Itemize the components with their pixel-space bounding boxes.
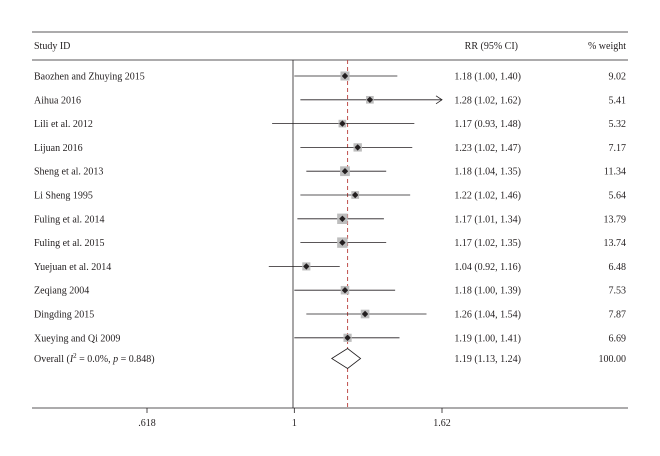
ci-text: 1.17 (1.02, 1.35) (454, 238, 521, 249)
point-estimate-marker (339, 215, 346, 222)
point-estimate-marker (361, 310, 369, 318)
study-label: Lijuan 2016 (34, 143, 83, 154)
weight-text: 7.53 (609, 286, 627, 297)
x-tick-label: 1 (292, 418, 297, 429)
header-study-id: Study ID (34, 41, 70, 52)
ci-text: 1.17 (0.93, 1.48) (454, 119, 521, 130)
overall-ci-text: 1.19 (1.13, 1.24) (454, 354, 521, 365)
study-row: Sheng et al. 2013 1.18 (1.04, 1.35) 11.34 (34, 166, 626, 178)
overall-weight: 100.00 (599, 354, 627, 365)
overall-row: Overall (I2 = 0.0%, p = 0.848) 1.19 (1.1… (34, 348, 627, 369)
header-rr-ci: RR (95% CI) (465, 41, 518, 52)
study-row: Lijuan 2016 1.23 (1.02, 1.47) 7.17 (34, 143, 626, 154)
study-row: Fuling et al. 2014 1.17 (1.01, 1.34) 13.79 (34, 213, 627, 225)
ci-text: 1.19 (1.00, 1.41) (454, 333, 521, 344)
study-row: Dingding 2015 1.26 (1.04, 1.54) 7.87 (34, 310, 626, 321)
point-estimate-marker (351, 191, 359, 199)
point-estimate-marker (341, 168, 349, 175)
ci-text: 1.18 (1.00, 1.39) (454, 286, 521, 297)
weight-text: 13.74 (604, 238, 627, 249)
point-estimate-marker (339, 239, 346, 246)
x-tick-label: .618 (138, 418, 156, 429)
ci-text: 1.22 (1.02, 1.46) (454, 191, 521, 202)
study-label: Aihua 2016 (34, 95, 81, 106)
study-row: Fuling et al. 2015 1.17 (1.02, 1.35) 13.74 (34, 237, 626, 249)
overall-label: Overall (I2 = 0.0%, p = 0.848) (34, 352, 155, 365)
study-row: Zeqiang 2004 1.18 (1.00, 1.39) 7.53 (34, 286, 626, 297)
weight-text: 6.48 (609, 262, 627, 273)
weight-text: 9.02 (609, 72, 627, 83)
study-label: Lili et al. 2012 (34, 119, 93, 130)
point-estimate-marker (366, 96, 374, 103)
ci-text: 1.23 (1.02, 1.47) (454, 143, 521, 154)
study-label: Zeqiang 2004 (34, 286, 89, 297)
study-row: Xueying and Qi 2009 1.19 (1.00, 1.41) 6.69 (34, 333, 626, 344)
ci-text: 1.17 (1.01, 1.34) (454, 214, 521, 225)
study-label: Fuling et al. 2014 (34, 214, 105, 225)
weight-text: 5.64 (609, 191, 627, 202)
study-row: Aihua 2016 1.28 (1.02, 1.62) 5.41 (34, 95, 626, 106)
weight-text: 5.41 (609, 95, 627, 106)
ci-text: 1.18 (1.04, 1.35) (454, 167, 521, 178)
ci-text: 1.26 (1.04, 1.54) (454, 310, 521, 321)
study-row: Baozhen and Zhuying 2015 1.18 (1.00, 1.40… (34, 71, 627, 83)
ci-text: 1.28 (1.02, 1.62) (454, 95, 521, 106)
study-row: Li Sheng 1995 1.22 (1.02, 1.46) 5.64 (34, 191, 626, 202)
header-weight: % weight (588, 41, 626, 52)
study-row: Lili et al. 2012 1.17 (0.93, 1.48) 5.32 (34, 119, 626, 130)
point-estimate-marker (339, 120, 346, 127)
study-label: Xueying and Qi 2009 (34, 333, 120, 344)
point-estimate-marker (341, 287, 349, 294)
study-row: Yuejuan et al. 2014 1.04 (0.92, 1.16) 6.48 (34, 262, 626, 273)
weight-text: 13.79 (604, 214, 627, 225)
point-estimate-marker (341, 72, 349, 80)
weight-text: 7.87 (609, 310, 627, 321)
study-label: Fuling et al. 2015 (34, 238, 105, 249)
point-estimate-marker (303, 263, 310, 270)
study-label: Dingding 2015 (34, 310, 94, 321)
weight-text: 7.17 (609, 143, 627, 154)
ci-arrow (435, 95, 443, 105)
study-label: Sheng et al. 2013 (34, 167, 103, 178)
study-rows: Baozhen and Zhuying 2015 1.18 (1.00, 1.40… (34, 71, 626, 344)
ci-text: 1.04 (0.92, 1.16) (454, 262, 521, 273)
study-label: Baozhen and Zhuying 2015 (34, 72, 145, 83)
ci-text: 1.18 (1.00, 1.40) (454, 72, 521, 83)
weight-text: 11.34 (604, 167, 626, 178)
weight-text: 6.69 (609, 333, 627, 344)
study-label: Yuejuan et al. 2014 (34, 262, 111, 273)
weight-text: 5.32 (609, 119, 627, 130)
x-tick-label: 1.62 (433, 418, 451, 429)
study-label: Li Sheng 1995 (34, 191, 93, 202)
overall-diamond (330, 348, 362, 369)
point-estimate-marker (344, 334, 351, 341)
x-axis-ticks: .618 1 1.62 (138, 408, 451, 429)
point-estimate-marker (354, 144, 361, 151)
